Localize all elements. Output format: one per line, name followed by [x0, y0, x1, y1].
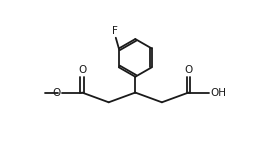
- Text: OH: OH: [210, 88, 226, 97]
- Text: O: O: [78, 65, 86, 75]
- Text: O: O: [184, 65, 193, 75]
- Text: F: F: [112, 26, 118, 36]
- Text: O: O: [52, 88, 61, 97]
